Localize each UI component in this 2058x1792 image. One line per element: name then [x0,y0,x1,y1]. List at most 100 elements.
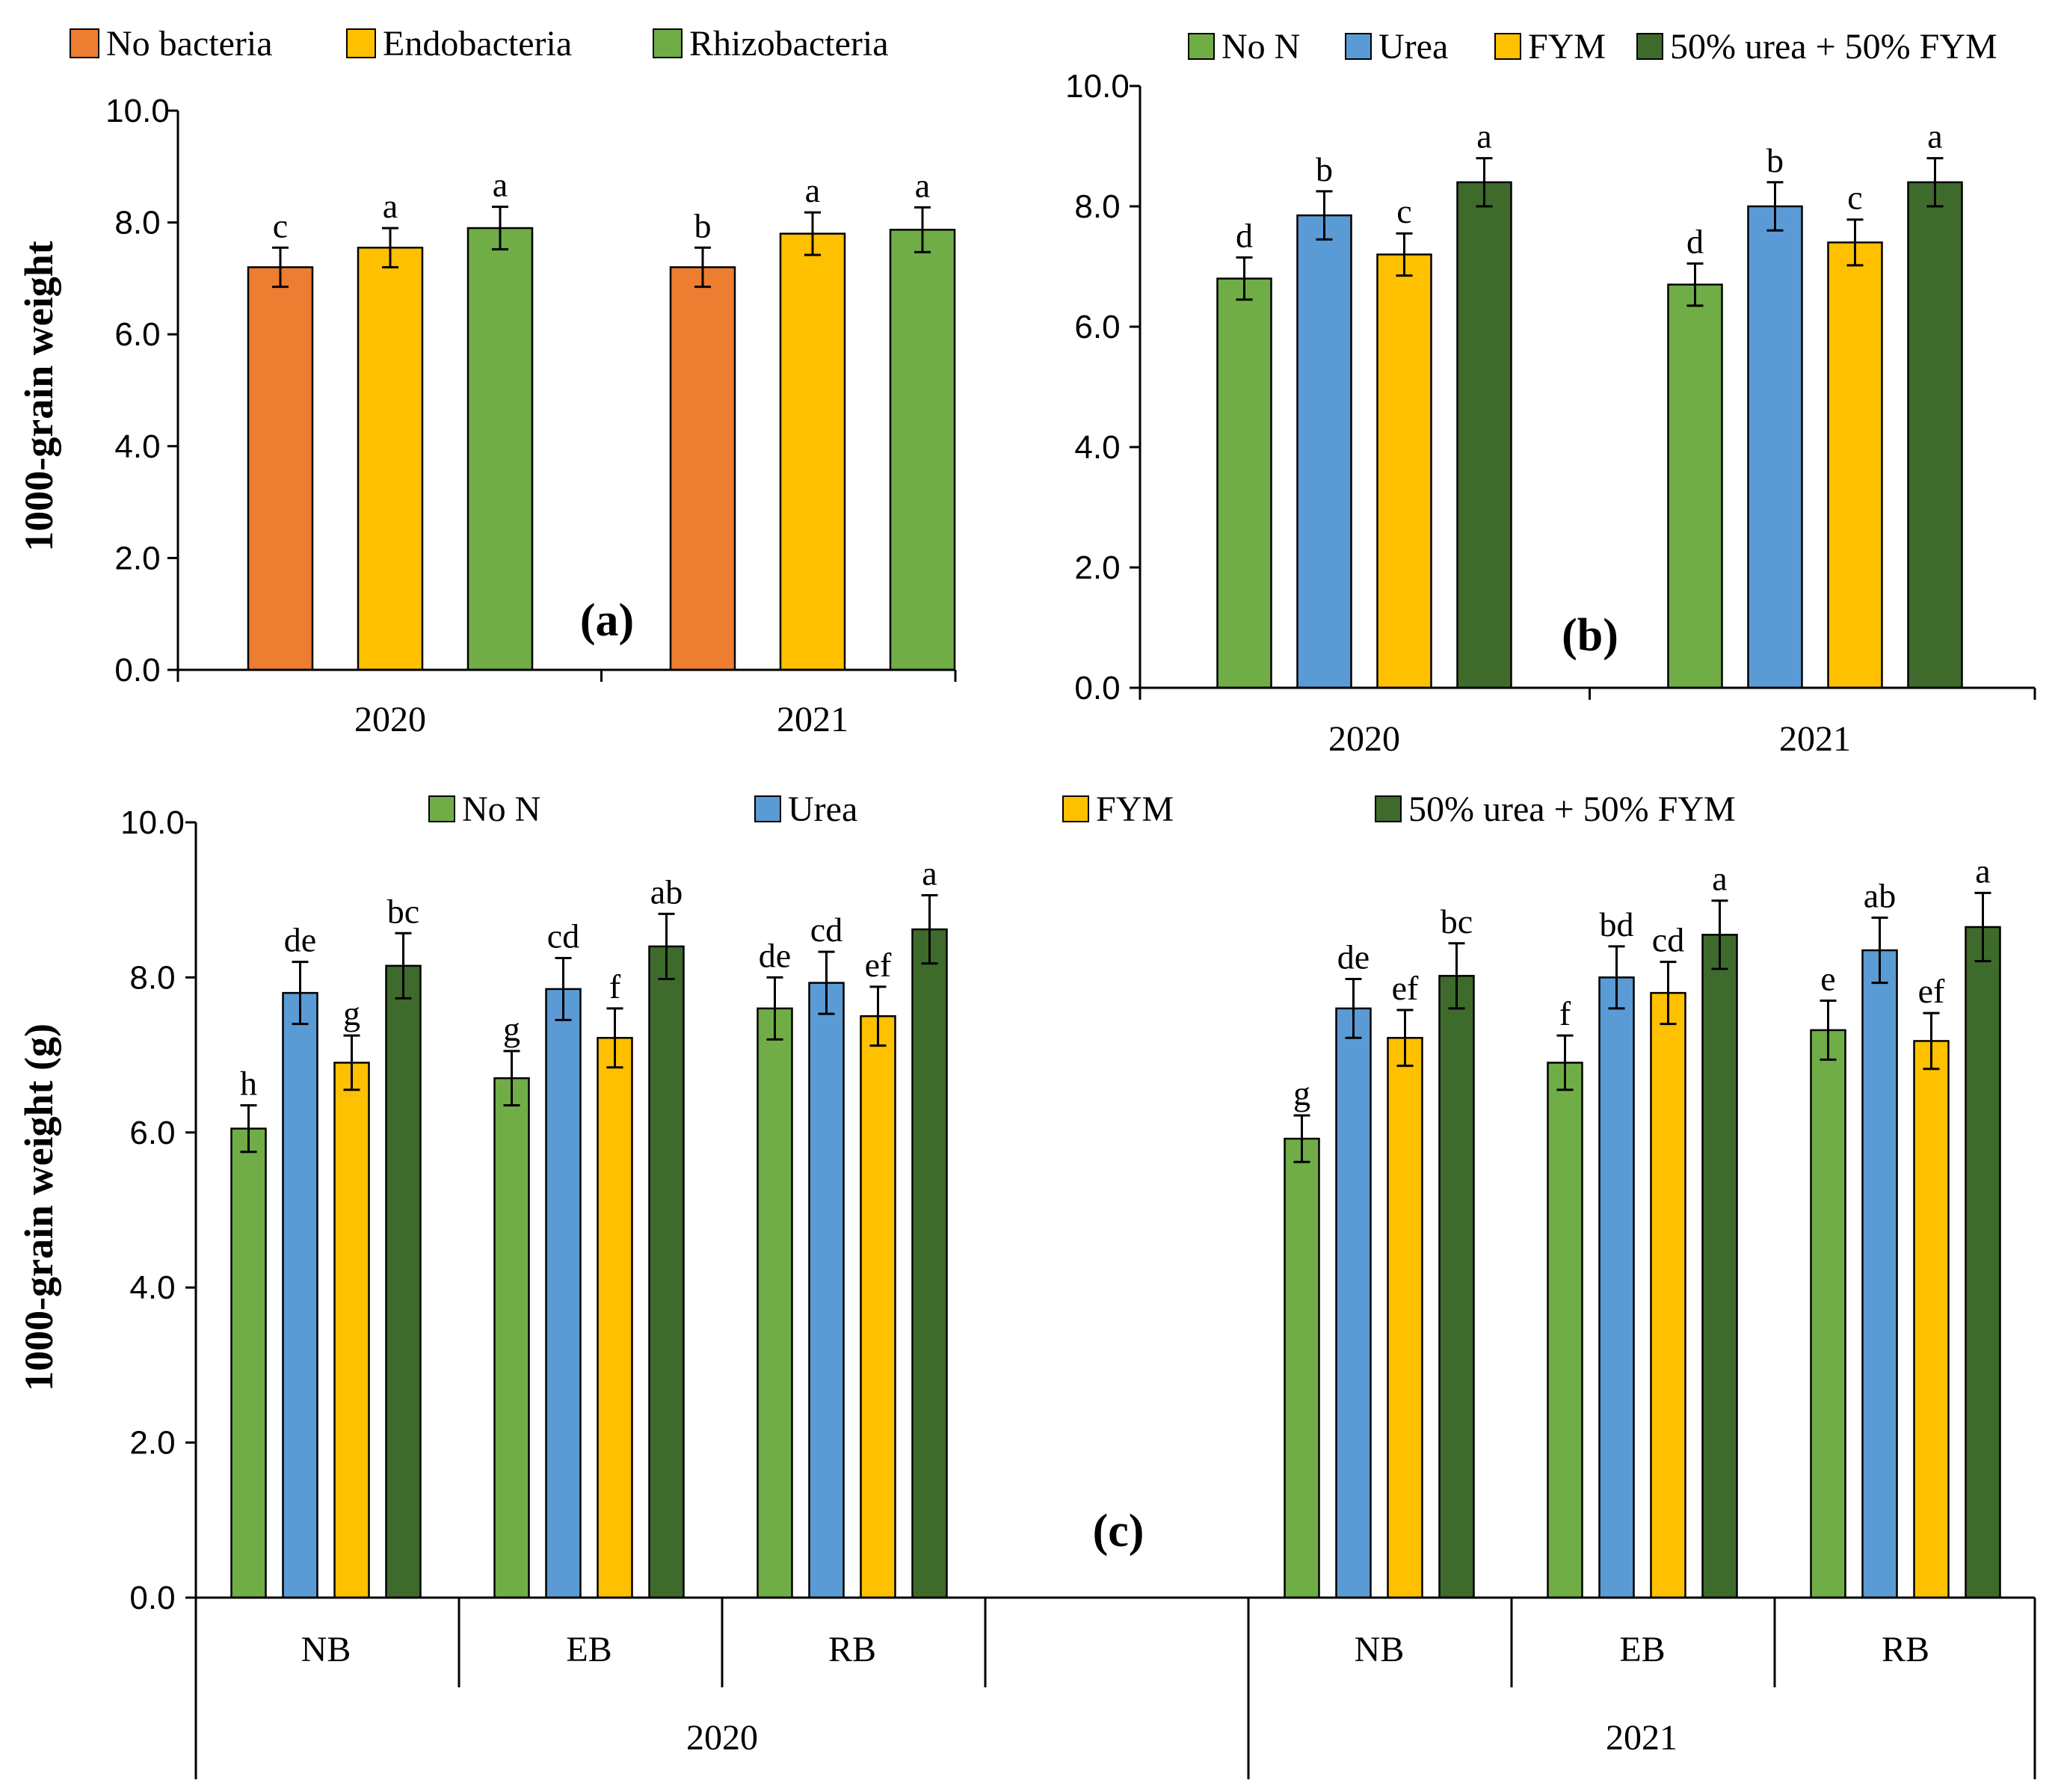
bar-fym-2021-EB [1650,991,1686,1599]
legend-label: No N [462,789,540,829]
significance-letter: a [915,166,930,204]
bar-endobacteria-2021 [779,233,846,671]
significance-letter: g [503,1010,520,1048]
y-tick-label: 0.0 [114,652,160,689]
y-tick-label: 10.0 [1065,68,1130,105]
y-tick-label: 2.0 [129,1425,175,1462]
bar-fym-2021-RB [1913,1040,1950,1599]
legend-swatch [653,28,683,58]
bar-mix-2020 [1456,181,1512,689]
bar-urea-2020-NB [282,991,318,1599]
bar-no-n-2020-EB [493,1077,530,1599]
significance-letter: cd [810,911,842,949]
significance-letter: ef [1392,969,1419,1007]
bar-mix-2020-EB [648,945,685,1599]
x-subgroup-label: RB [1882,1630,1929,1669]
y-tick-label: 2.0 [1074,549,1120,586]
significance-letter: b [1766,141,1784,179]
y-tick-label: 0.0 [1074,670,1120,706]
bar-mix-2021-EB [1701,934,1738,1599]
bar-mix-2020-RB [911,928,948,1599]
significance-letter: b [1316,150,1333,188]
significance-letter: a [805,171,820,209]
x-category-label: 2020 [1328,719,1400,759]
legend-swatch [346,28,376,58]
y-axis-title: 1000-grain weight [16,241,61,551]
significance-letter: ab [1864,877,1896,915]
chart-panel-a: No bacteria Endobacteria Rhizobacteria 0.0 2… [16,24,957,739]
significance-letter: c [1847,179,1862,217]
significance-letter: cd [1652,921,1684,959]
legend-swatch [754,795,781,822]
y-tick-label: 6.0 [114,316,160,353]
panel-label: (b) [1562,610,1618,661]
legend-label: No N [1221,27,1300,67]
legend-label: FYM [1096,789,1174,829]
significance-letter: e [1820,960,1835,998]
significance-letter: d [1236,216,1253,254]
significance-letter: c [1396,192,1411,230]
y-tick-label: 8.0 [114,205,160,241]
significance-letter: bc [387,892,419,930]
bar-fym-2020-RB [860,1015,896,1599]
y-tick-label: 4.0 [129,1269,175,1306]
x-category-label: 2020 [354,700,426,739]
significance-letter: a [1476,117,1491,156]
significance-letter: b [694,206,712,244]
panel-label: (c) [1093,1506,1144,1557]
bar-rhizobacteria-2021 [889,229,956,671]
legend-label: FYM [1528,27,1606,67]
y-tick-label: 8.0 [129,959,175,996]
legend-swatch [70,28,99,58]
y-tick-label: 10.0 [120,804,185,841]
significance-letter: bc [1441,902,1473,940]
significance-letter: de [759,936,791,974]
bar-fym-2020 [1376,253,1432,689]
legend-label: Endobacteria [383,24,572,64]
bar-urea-2021-EB [1598,976,1635,1599]
bar-endobacteria-2020 [357,247,424,671]
bar-mix-2021-RB [1965,926,2001,1599]
bar-urea-2020-RB [808,982,845,1599]
x-subgroup-label: EB [1619,1630,1665,1669]
bar-no-n-2020-RB [757,1007,793,1599]
y-tick-label: 10.0 [105,93,170,129]
significance-letter: a [493,166,508,204]
x-subgroup-label: EB [566,1630,611,1669]
significance-letter: c [273,206,288,244]
y-tick-label: 8.0 [1074,188,1120,225]
bar-urea-2021-NB [1335,1007,1372,1599]
chart-panel-b: No N Urea FYM 50% urea + 50% FYM 0.0 2.0 4.0 6.… [1065,27,2036,759]
y-tick-label: 6.0 [129,1115,175,1151]
bar-no-n-2020 [1216,277,1272,689]
significance-letter: g [1293,1074,1310,1112]
y-tick-label: 2.0 [114,540,160,576]
legend-swatch [1636,33,1663,60]
bar-fym-2021-NB [1387,1037,1423,1599]
legend-label: No bacteria [106,24,273,64]
legend-swatch [1062,795,1089,822]
significance-letter: f [609,967,621,1006]
significance-letter: a [1712,860,1727,898]
significance-letter: a [383,187,398,225]
significance-letter: ef [1918,972,1945,1010]
bar-no-n-2020-NB [230,1127,267,1599]
bar-urea-2020 [1296,214,1352,689]
x-subgroup-label: RB [828,1630,876,1669]
significance-letter: de [284,921,316,959]
significance-letter: ef [865,946,892,984]
significance-letter: d [1686,222,1704,260]
panel-label: (a) [580,595,634,646]
bar-fym-2020-EB [597,1037,633,1599]
legend-swatch [1188,33,1215,60]
bar-no-n-2021-NB [1284,1137,1320,1599]
x-subgroup-label: NB [301,1630,351,1669]
x-category-label: 2021 [1779,719,1851,759]
x-subgroup-label: NB [1355,1630,1405,1669]
bar-mix-2021-NB [1438,975,1475,1599]
significance-letter: bd [1600,905,1634,943]
significance-letter: de [1337,937,1370,976]
bar-urea-2020-EB [545,988,582,1599]
chart-panel-c: No N Urea FYM 50% urea + 50% FYM 0.0 2.0 4.0 6.… [16,789,2036,1779]
x-group-label: 2020 [686,1718,758,1758]
